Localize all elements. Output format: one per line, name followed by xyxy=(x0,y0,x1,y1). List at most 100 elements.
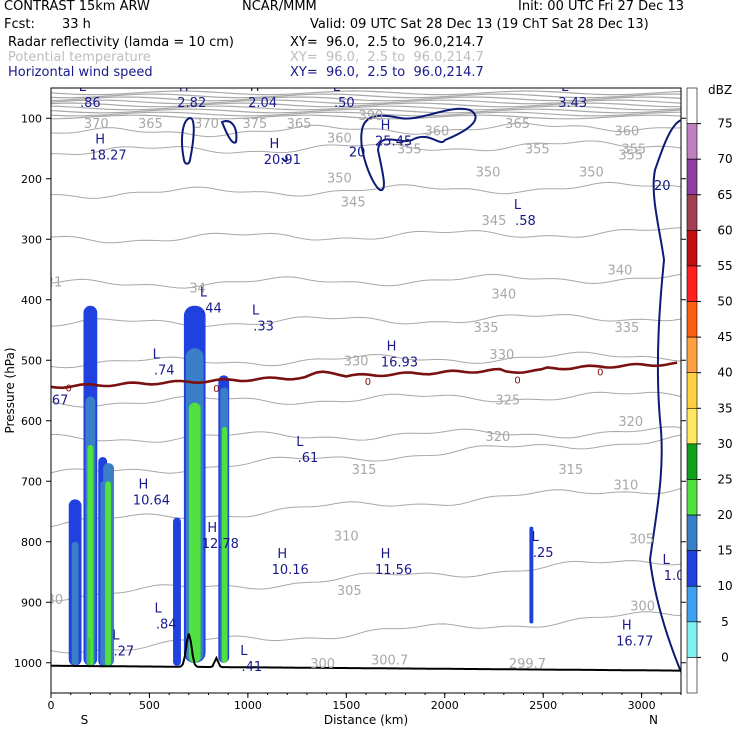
reflectivity-cell xyxy=(105,481,112,666)
theta-label: 340 xyxy=(608,264,633,279)
y-tick-label: 1000 xyxy=(14,657,42,670)
extremum-value: 18.27 xyxy=(89,149,126,164)
x-tick-label: 0 xyxy=(48,699,55,712)
theta-label: 310 xyxy=(334,530,359,545)
colorbar-swatch xyxy=(686,336,698,374)
extremum-kind: L xyxy=(561,80,569,95)
extremum-value: .25 xyxy=(533,546,554,561)
y-tick-label: 700 xyxy=(21,475,42,488)
extremum-kind: H xyxy=(387,339,397,354)
theta-label: 355 xyxy=(618,149,643,164)
valid-time: Valid: 09 UTC Sat 28 Dec 13 (19 ChT Sat … xyxy=(310,17,649,32)
theta-line xyxy=(51,434,681,474)
y-tick-label: 600 xyxy=(21,415,42,428)
theta-line-upper xyxy=(51,108,681,114)
x-tick-label: 1500 xyxy=(332,699,360,712)
x-axis-label: Distance (km) xyxy=(324,713,408,727)
theta-line-upper xyxy=(51,93,681,99)
extremum-kind: H xyxy=(381,119,391,134)
extremum-kind: L xyxy=(532,530,540,545)
y-tick-label: 900 xyxy=(21,596,42,609)
freezing-label: 0 xyxy=(66,383,72,394)
theta-line-upper xyxy=(51,99,681,105)
theta-line xyxy=(51,122,681,138)
freezing-label: 0 xyxy=(514,376,520,387)
theta-label: 370 xyxy=(84,117,109,132)
colorbar-swatch xyxy=(686,443,698,480)
extremum-value: .44 xyxy=(201,302,222,317)
extremum-value: 5.67 xyxy=(39,394,68,409)
wind-20-contour xyxy=(648,119,681,673)
x-tick-label: 3000 xyxy=(628,699,656,712)
y-axis-label: Pressure (hPa) xyxy=(3,347,17,433)
reflectivity-cell-strong xyxy=(88,638,91,666)
theta-label: 365 xyxy=(138,117,163,132)
colorbar-label: 35 xyxy=(717,401,732,415)
extremum-kind: L xyxy=(333,80,341,95)
theta-label: 335 xyxy=(614,321,639,336)
theta-label: 330 xyxy=(344,354,369,369)
theta-line xyxy=(51,313,681,328)
x-tick-label: 1000 xyxy=(234,699,262,712)
extremum-value: 16.93 xyxy=(381,355,418,370)
extremum-value: 20.91 xyxy=(264,153,301,168)
extremum-kind: L xyxy=(112,629,120,644)
reflectivity-cell xyxy=(188,402,201,663)
theta-label: 360 xyxy=(614,124,639,139)
extremum-kind: H xyxy=(277,547,287,562)
wind-contours xyxy=(181,107,681,673)
wind-label: 20 xyxy=(654,179,671,194)
axes: 0 500 1000 1500 2000 2500 30001002003004005006… xyxy=(3,112,686,727)
extremum-value: .50 xyxy=(334,96,355,111)
extremum-value: .27 xyxy=(114,645,135,660)
theta-label: 350 xyxy=(327,172,352,187)
theta-line-upper xyxy=(51,102,681,108)
extremum-kind: H xyxy=(381,547,391,562)
fcst-value: 33 h xyxy=(62,17,91,32)
y-tick-label: 400 xyxy=(21,294,42,307)
theta-label: 365 xyxy=(287,117,312,132)
y-tick-label: 200 xyxy=(21,173,42,186)
colorbar-label: 0 xyxy=(721,650,729,664)
theta-label: 340 xyxy=(491,288,516,303)
extremum-value: 25.45 xyxy=(375,135,412,150)
theta-label: 335 xyxy=(474,321,499,336)
x-tick-label: 2500 xyxy=(529,699,557,712)
colorbar-swatch xyxy=(686,372,698,409)
wind-label: 20 xyxy=(349,146,366,161)
theta-label: 320 xyxy=(618,415,643,430)
freezing-label: 0 xyxy=(597,368,603,379)
colorbar-swatch xyxy=(686,479,698,516)
wind-20-contour xyxy=(360,107,477,191)
reflectivity-cells xyxy=(68,305,534,666)
colorbar-swatch xyxy=(686,123,698,160)
colorbar-label: 50 xyxy=(717,295,732,309)
field-theta-name: Potential temperature xyxy=(8,50,151,65)
extremum-value: .33 xyxy=(253,320,274,335)
theta-label: 299.7 xyxy=(509,657,546,672)
theta-label: 350 xyxy=(476,165,501,180)
theta-line xyxy=(51,273,681,289)
reflectivity-cell xyxy=(529,526,534,624)
theta-label: 34 xyxy=(189,282,206,297)
theta-line xyxy=(51,140,681,156)
extremum-value: .58 xyxy=(515,214,536,229)
theta-line-upper xyxy=(51,90,681,96)
extremum-kind: L xyxy=(79,80,87,95)
terrain-line xyxy=(51,633,681,672)
theta-label: 300.7 xyxy=(371,654,408,669)
colorbar-swatch xyxy=(686,621,698,658)
theta-label: 355 xyxy=(525,143,550,158)
theta-line xyxy=(51,426,681,443)
extremum-value: 10.64 xyxy=(133,493,170,508)
theta-line xyxy=(51,181,681,199)
colorbar-swatch xyxy=(686,265,698,302)
theta-label: 300 xyxy=(630,599,655,614)
colorbar-label: 65 xyxy=(717,188,732,202)
colorbar-label: 55 xyxy=(717,259,732,273)
extremum-value: .86 xyxy=(80,96,101,111)
